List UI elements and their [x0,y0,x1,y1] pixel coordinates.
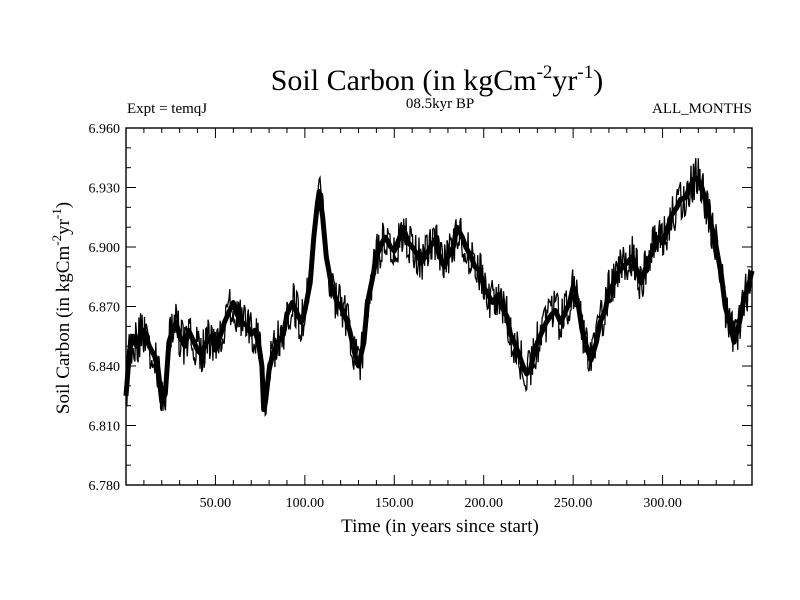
series-line-soil-carbon [123,175,755,413]
y-tick-label: 6.780 [89,479,121,494]
plot-frame [125,127,753,486]
y-tick-label: 6.900 [89,241,121,256]
subtitle-period: 08.5kyr BP [406,96,474,112]
y-axis-ticks [126,147,752,466]
y-tick-label: 6.810 [89,420,121,435]
y-axis-tick-labels: 6.780 6.810 6.840 6.870 6.900 6.930 6.960 [89,122,121,494]
series-variability-soil-carbon [125,158,753,418]
x-axis-label: Time (in years since start) [341,516,539,537]
subtitle-experiment: Expt = temqJ [127,101,207,117]
x-axis-ticks [143,128,735,485]
x-axis-tick-labels: 50.00 100.00 150.00 200.00 250.00 300.00 [200,496,682,511]
x-tick-label: 200.00 [464,496,503,511]
y-tick-label: 6.930 [89,182,121,197]
y-tick-label: 6.960 [89,122,121,137]
x-tick-label: 300.00 [643,496,682,511]
chart-title: Soil Carbon (in kgCm-2yr-1) [271,62,604,97]
x-tick-label: 100.00 [286,496,325,511]
y-axis-label: Soil Carbon (in kgCm-2yr-1) [49,202,74,414]
y-tick-label: 6.870 [89,301,121,316]
x-tick-label: 150.00 [375,496,414,511]
x-tick-label: 250.00 [554,496,593,511]
subtitle-months: ALL_MONTHS [652,101,752,117]
y-tick-label: 6.840 [89,360,121,375]
x-tick-label: 50.00 [200,496,232,511]
